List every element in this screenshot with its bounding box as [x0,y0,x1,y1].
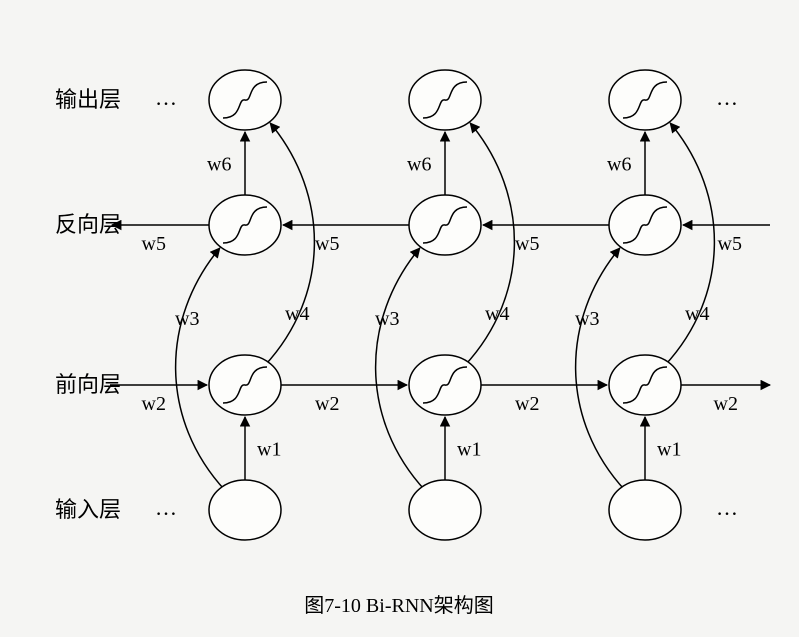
node-output-2 [609,70,681,130]
node-backward-2 [609,195,681,255]
ellipsis-out-right: … [716,85,738,110]
node-forward-2 [609,355,681,415]
ellipsis-out-left: … [155,85,177,110]
lbl-w6-1: w6 [407,154,431,176]
birnn-diagram: 输出层反向层前向层输入层…………w2w2w2w2w5w5w5w5w1w3w4w6… [0,0,799,637]
lbl-w5-0: w5 [142,233,166,255]
lbl-w1-0: w1 [257,439,281,461]
ellipsis-in-left: … [155,495,177,520]
lbl-w4-0: w4 [285,303,309,325]
lbl-w6-0: w6 [207,154,231,176]
lbl-w3-2: w3 [575,308,599,330]
figure-caption: 图7-10 Bi-RNN架构图 [304,594,493,617]
lbl-w2-end: w2 [714,393,738,415]
lbl-w5-end: w5 [718,233,742,255]
lbl-w4-1: w4 [485,303,509,325]
node-input-1 [409,480,481,540]
lbl-w2-1: w2 [315,393,339,415]
node-forward-0 [209,355,281,415]
label-output: 输出层 [55,87,121,112]
node-backward-1 [409,195,481,255]
node-input-0 [209,480,281,540]
node-forward-1 [409,355,481,415]
lbl-w6-2: w6 [607,154,631,176]
lbl-w1-2: w1 [657,439,681,461]
lbl-w5-2: w5 [515,233,539,255]
lbl-w2-2: w2 [515,393,539,415]
lbl-w4-2: w4 [685,303,709,325]
ellipsis-in-right: … [716,495,738,520]
node-backward-0 [209,195,281,255]
node-output-1 [409,70,481,130]
label-backward: 反向层 [55,212,121,237]
node-output-0 [209,70,281,130]
lbl-w5-1: w5 [315,233,339,255]
label-input: 输入层 [55,497,121,522]
node-input-2 [609,480,681,540]
lbl-w3-0: w3 [175,308,199,330]
lbl-w1-1: w1 [457,439,481,461]
lbl-w3-1: w3 [375,308,399,330]
lbl-w2-0: w2 [142,393,166,415]
